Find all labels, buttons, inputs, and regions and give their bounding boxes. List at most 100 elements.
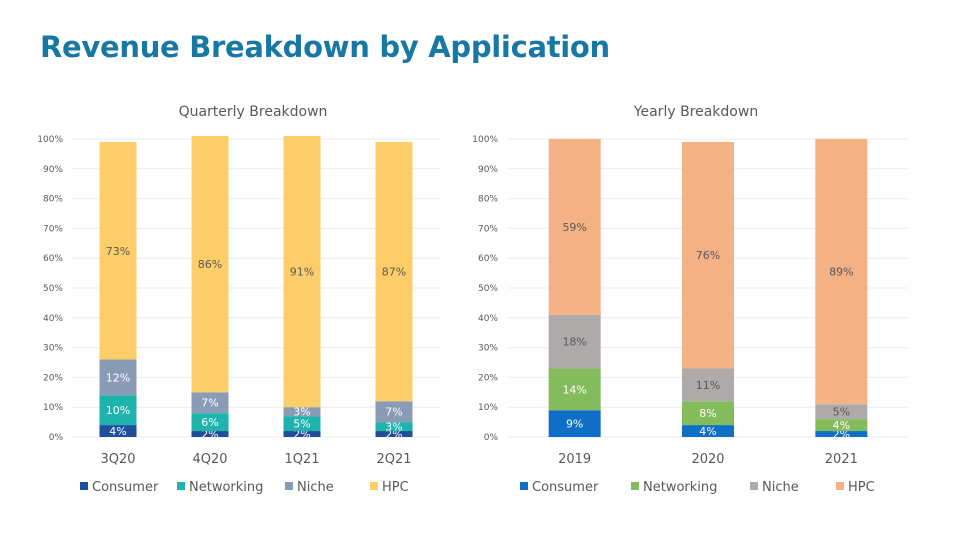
data-label: 4% [833, 419, 850, 432]
y-tick-label: 80% [43, 195, 63, 205]
chart-title: Quarterly Breakdown [179, 104, 328, 120]
y-tick-label: 60% [43, 254, 63, 264]
legend-label: Networking [643, 480, 717, 495]
legend-label: HPC [848, 480, 875, 495]
data-label: 89% [829, 266, 853, 279]
y-tick-label: 90% [478, 165, 498, 175]
y-tick-label: 50% [43, 284, 63, 294]
y-tick-label: 100% [37, 135, 63, 145]
data-label: 2% [201, 428, 218, 441]
y-tick-label: 70% [43, 224, 63, 234]
legend-swatch-hpc [370, 482, 378, 490]
page-title: Revenue Breakdown by Application [40, 30, 610, 64]
y-tick-label: 60% [478, 254, 498, 264]
legend-swatch-networking [177, 482, 185, 490]
data-label: 7% [385, 406, 402, 419]
y-tick-label: 30% [43, 344, 63, 354]
y-tick-label: 20% [43, 373, 63, 383]
x-tick-label: 2Q21 [376, 452, 411, 467]
bar-segment-consumer [99, 425, 137, 437]
bar-segment-niche [191, 392, 229, 414]
y-tick-label: 40% [478, 314, 498, 324]
y-tick-label: 20% [478, 373, 498, 383]
bar-segment-networking [99, 395, 137, 426]
y-tick-label: 70% [478, 224, 498, 234]
data-label: 73% [106, 245, 130, 258]
x-tick-label: 4Q20 [192, 452, 227, 467]
bar-segment-hpc [815, 139, 868, 405]
data-label: 7% [201, 397, 218, 410]
bar-segment-hpc [375, 141, 413, 402]
data-label: 3% [293, 406, 310, 419]
y-tick-label: 80% [478, 195, 498, 205]
data-label: 14% [562, 383, 586, 396]
data-label: 11% [696, 379, 720, 392]
data-label: 87% [382, 266, 406, 279]
bar-segment-hpc [191, 136, 229, 393]
data-label: 2% [833, 428, 850, 441]
data-label: 59% [562, 221, 586, 234]
chart-title: Yearly Breakdown [633, 104, 758, 120]
y-tick-label: 10% [43, 403, 63, 413]
y-tick-label: 50% [478, 284, 498, 294]
x-tick-label: 3Q20 [100, 452, 135, 467]
bar-segment-hpc [682, 141, 734, 369]
data-label: 91% [290, 266, 314, 279]
x-tick-label: 2021 [825, 452, 858, 467]
data-label: 10% [106, 404, 130, 417]
legend-label: Niche [762, 480, 799, 495]
data-label: 8% [699, 407, 716, 420]
bar-segment-consumer [375, 431, 413, 437]
bar-segment-networking [815, 419, 868, 432]
data-label: 5% [833, 406, 850, 419]
bar-segment-niche [682, 368, 734, 402]
legend-label: Consumer [92, 480, 159, 495]
y-tick-label: 100% [472, 135, 498, 145]
bar-segment-niche [815, 404, 868, 420]
data-label: 9% [566, 418, 583, 431]
bar-segment-networking [548, 368, 601, 411]
bar-segment-networking [191, 413, 229, 432]
data-label: 6% [201, 416, 218, 429]
x-tick-label: 2019 [558, 452, 591, 467]
data-label: 4% [109, 425, 126, 438]
legend-swatch-hpc [836, 482, 844, 490]
legend-swatch-niche [285, 482, 293, 490]
y-tick-label: 0% [484, 433, 499, 443]
bar-segment-hpc [548, 139, 601, 315]
bar-segment-networking [682, 401, 734, 426]
y-tick-label: 40% [43, 314, 63, 324]
y-tick-label: 30% [478, 344, 498, 354]
data-label: 4% [699, 425, 716, 438]
bar-segment-niche [283, 407, 321, 417]
y-tick-label: 0% [49, 433, 64, 443]
y-tick-label: 10% [478, 403, 498, 413]
legend-swatch-networking [631, 482, 639, 490]
data-label: 12% [106, 371, 130, 384]
bar-segment-hpc [283, 136, 321, 408]
data-label: 5% [293, 418, 310, 431]
legend-label: Niche [297, 480, 334, 495]
bar-segment-networking [283, 416, 321, 432]
data-label: 76% [696, 249, 720, 262]
legend-label: HPC [382, 480, 409, 495]
data-label: 2% [385, 428, 402, 441]
legend-label: Networking [189, 480, 263, 495]
y-tick-label: 90% [43, 165, 63, 175]
legend-swatch-niche [750, 482, 758, 490]
data-label: 86% [198, 258, 222, 271]
bar-segment-consumer [682, 425, 734, 437]
data-label: 18% [562, 336, 586, 349]
x-tick-label: 2020 [691, 452, 724, 467]
bar-segment-consumer [191, 431, 229, 437]
bar-segment-consumer [815, 431, 868, 437]
bar-segment-hpc [99, 141, 137, 360]
bar-segment-networking [375, 422, 413, 432]
bar-segment-niche [548, 314, 601, 369]
legend-swatch-consumer [80, 482, 88, 490]
bar-segment-niche [375, 401, 413, 423]
data-label: 3% [385, 421, 402, 434]
bar-segment-consumer [548, 410, 601, 437]
x-tick-label: 1Q21 [284, 452, 319, 467]
